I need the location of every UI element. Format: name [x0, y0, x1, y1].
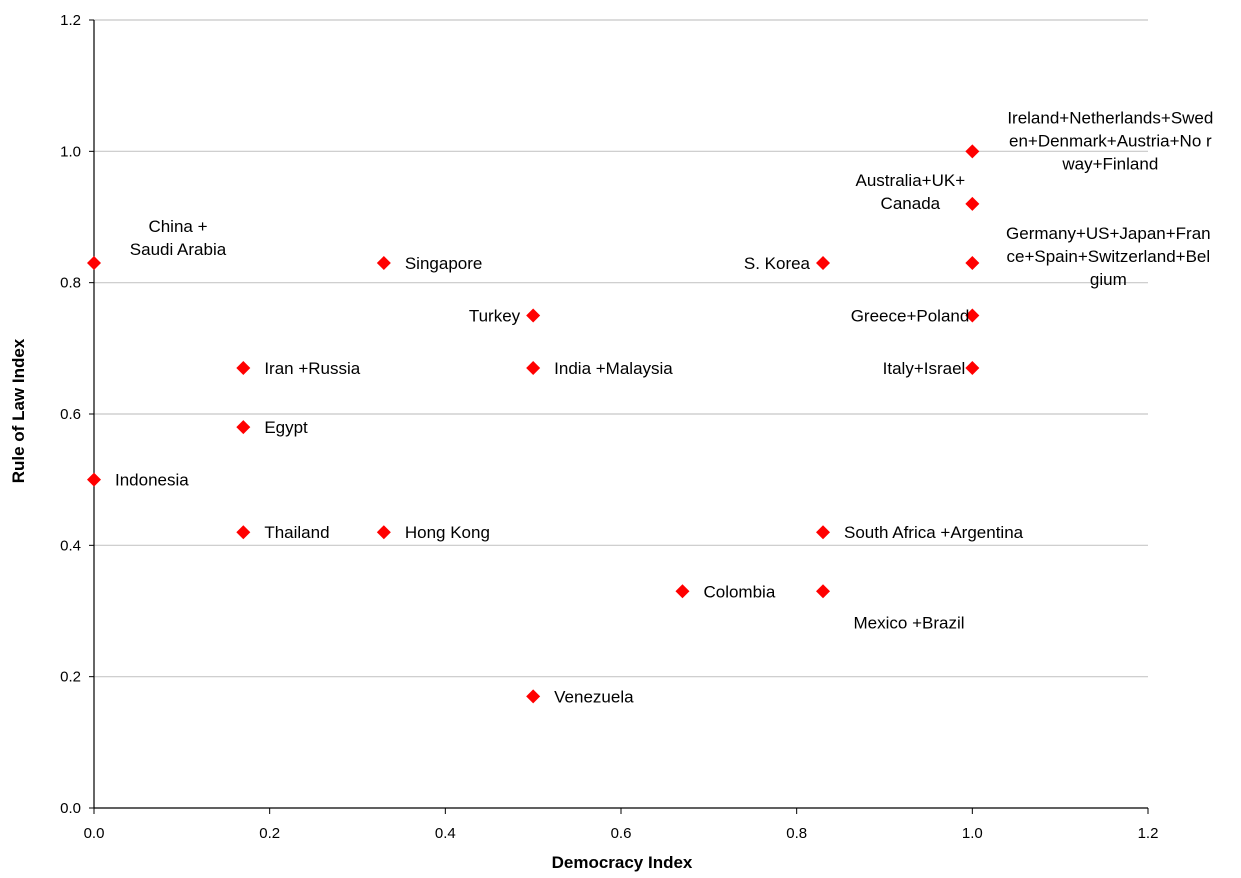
data-point-label-line: Turkey	[469, 307, 521, 326]
data-point-label-line: way+Finland	[1061, 154, 1158, 173]
data-point-label: Australia+UK+ Canada	[856, 171, 966, 213]
data-point-label-line: Iran +Russia	[264, 359, 360, 378]
data-points	[87, 144, 980, 704]
data-point-label: Singapore	[405, 254, 483, 273]
data-point-label: Iran +Russia	[264, 359, 360, 378]
data-point-label-line: Thailand	[264, 523, 329, 542]
x-tick-label: 1.0	[962, 825, 983, 842]
data-point-label-line: India +Malaysia	[554, 359, 673, 378]
y-tick-label: 0.0	[60, 800, 81, 817]
data-point-label-line: Greece+Poland	[851, 307, 970, 326]
data-point-label: Indonesia	[115, 471, 189, 490]
data-point-label-line: ce+Spain+Switzerland+Bel	[1006, 247, 1210, 266]
data-point-marker	[87, 472, 101, 487]
x-axis-ticks: 0.0 0.2 0.4 0.6 0.8 1.0 1.2	[84, 808, 1159, 842]
data-point-marker	[816, 255, 831, 270]
data-point-label: Thailand	[264, 523, 329, 542]
data-point-label-line: Saudi Arabia	[130, 240, 227, 259]
data-point-label: Germany+US+Japan+Fran ce+Spain+Switzerlan…	[1006, 224, 1211, 289]
data-point-label: Colombia	[703, 582, 775, 601]
x-tick-label: 0.8	[786, 825, 807, 842]
data-point-label-line: Australia+UK+	[856, 171, 966, 190]
data-point-label: Egypt	[264, 418, 308, 437]
data-point-label: Hong Kong	[405, 523, 490, 542]
x-tick-label: 1.2	[1138, 825, 1159, 842]
data-point-label-line: Italy+Israel	[883, 359, 966, 378]
data-point-marker	[965, 308, 980, 323]
y-tick-label: 1.0	[60, 143, 81, 160]
data-point-label: Turkey	[469, 307, 521, 326]
y-axis-ticks: 0.0 0.2 0.4 0.6 0.8 1.0 1.2	[60, 12, 94, 817]
gridlines	[94, 19, 1148, 678]
x-tick-label: 0.6	[611, 825, 632, 842]
data-point-label-line: S. Korea	[744, 254, 811, 273]
data-point-marker	[526, 308, 541, 323]
y-tick-label: 0.4	[60, 537, 81, 554]
data-point-label: Venezuela	[554, 687, 634, 706]
data-point-label: Greece+Poland	[851, 307, 970, 326]
data-point-marker	[236, 361, 251, 376]
data-point-label-line: Egypt	[264, 418, 308, 437]
data-point-marker	[376, 525, 391, 540]
data-point-label: Mexico +Brazil	[854, 613, 965, 632]
data-point-marker	[965, 255, 980, 270]
data-point-label-line: Venezuela	[554, 687, 634, 706]
data-point-marker	[965, 361, 980, 376]
data-point-marker	[816, 584, 831, 599]
data-point-label-line: Ireland+Netherlands+Swed	[1007, 108, 1213, 127]
data-point-marker	[526, 361, 541, 376]
data-point-marker	[965, 144, 980, 159]
data-point-label-line: en+Denmark+Austria+No r	[1009, 131, 1212, 150]
x-axis-title: Democracy Index	[552, 853, 693, 872]
data-point-label-line: South Africa +Argentina	[844, 523, 1024, 542]
y-tick-label: 0.8	[60, 275, 81, 292]
data-point-marker	[236, 420, 251, 435]
data-point-label-line: Hong Kong	[405, 523, 490, 542]
data-point-marker	[236, 525, 251, 540]
y-axis-title: Rule of Law Index	[9, 338, 28, 483]
data-point-marker	[376, 255, 391, 270]
data-point-label-line: Germany+US+Japan+Fran	[1006, 224, 1211, 243]
x-tick-label: 0.2	[259, 825, 280, 842]
data-point-marker	[675, 584, 690, 599]
data-point-marker	[87, 255, 101, 270]
x-tick-label: 0.0	[84, 825, 105, 842]
data-point-label-line: Mexico +Brazil	[854, 613, 965, 632]
data-point-label: Ireland+Netherlands+Swed en+Denmark+Austr…	[1007, 108, 1213, 173]
x-tick-label: 0.4	[435, 825, 456, 842]
data-point-label: India +Malaysia	[554, 359, 673, 378]
data-point-label-line: China +	[148, 217, 207, 236]
y-tick-label: 1.2	[60, 12, 81, 29]
y-tick-label: 0.6	[60, 406, 81, 423]
data-point-label-line: gium	[1090, 270, 1127, 289]
data-point-marker	[526, 689, 541, 704]
data-point-marker	[965, 196, 980, 211]
data-point-label: Italy+Israel	[883, 359, 966, 378]
y-tick-label: 0.2	[60, 669, 81, 686]
data-point-label: China + Saudi Arabia	[130, 217, 227, 259]
data-point-label: S. Korea	[744, 254, 811, 273]
point-labels: China + Saudi Arabia Indonesia Iran +Russia…	[115, 108, 1213, 706]
data-point-label-line: Indonesia	[115, 471, 189, 490]
data-point-label-line: Singapore	[405, 254, 483, 273]
data-point-label-line: Canada	[881, 194, 941, 213]
data-point-marker	[816, 525, 831, 540]
data-point-label: South Africa +Argentina	[844, 523, 1024, 542]
data-point-label-line: Colombia	[703, 582, 775, 601]
